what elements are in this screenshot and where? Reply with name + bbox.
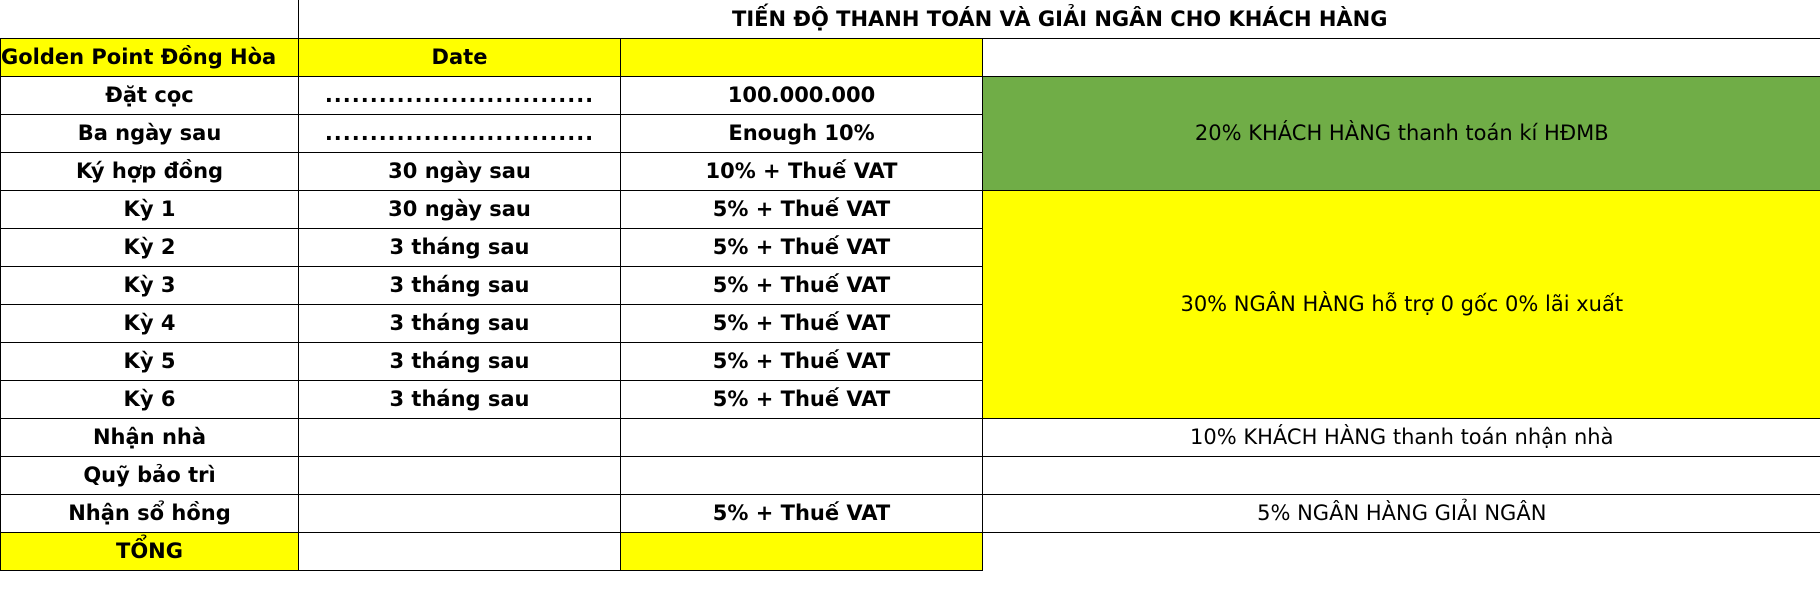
- row-label[interactable]: Nhận sổ hồng: [0, 493, 299, 533]
- row-amount[interactable]: 10% + Thuế VAT: [620, 151, 983, 191]
- payment-schedule-table: TIẾN ĐỘ THANH TOÁN VÀ GIẢI NGÂN CHO KHÁC…: [0, 0, 1820, 571]
- header-project[interactable]: Golden Point Đồng Hòa: [0, 37, 299, 77]
- total-amount[interactable]: [620, 531, 983, 571]
- table-row: Nhận nhà 10% KHÁCH HÀNG thanh toán nhận …: [0, 417, 1820, 457]
- table-row: Kỳ 3 3 tháng sau 5% + Thuế VAT: [0, 265, 1820, 305]
- total-label[interactable]: TỔNG: [0, 531, 299, 571]
- table-row: Kỳ 1 30 ngày sau 5% + Thuế VAT 30% NGÂN …: [0, 189, 1820, 419]
- row-date[interactable]: [298, 455, 621, 495]
- row-label[interactable]: Kỳ 6: [0, 379, 299, 419]
- total-row: TỔNG: [0, 531, 1820, 571]
- row-date[interactable]: 30 ngày sau: [298, 151, 621, 191]
- row-amount[interactable]: 5% + Thuế VAT: [620, 227, 983, 267]
- row-amount[interactable]: [620, 455, 983, 495]
- row-label[interactable]: Đặt cọc: [0, 75, 299, 115]
- row-amount[interactable]: 5% + Thuế VAT: [620, 303, 983, 343]
- row-amount[interactable]: 5% + Thuế VAT: [620, 493, 983, 533]
- row-label[interactable]: Kỳ 4: [0, 303, 299, 343]
- row-date[interactable]: 3 tháng sau: [298, 303, 621, 343]
- note-bank-support[interactable]: 30% NGÂN HÀNG hỗ trợ 0 gốc 0% lãi xuất: [981, 189, 1820, 419]
- row-amount[interactable]: 100.000.000: [620, 75, 983, 115]
- header-amount[interactable]: [620, 37, 983, 77]
- row-amount[interactable]: 5% + Thuế VAT: [620, 379, 983, 419]
- header-date[interactable]: Date: [298, 37, 621, 77]
- row-amount[interactable]: 5% + Thuế VAT: [620, 189, 983, 229]
- table-row: Nhận sổ hồng 5% + Thuế VAT 5% NGÂN HÀNG …: [0, 493, 1820, 533]
- row-amount[interactable]: 5% + Thuế VAT: [620, 341, 983, 381]
- row-date[interactable]: ..............................: [298, 113, 621, 153]
- row-label[interactable]: Kỳ 3: [0, 265, 299, 305]
- title-row: TIẾN ĐỘ THANH TOÁN VÀ GIẢI NGÂN CHO KHÁC…: [0, 0, 1820, 39]
- row-amount[interactable]: Enough 10%: [620, 113, 983, 153]
- row-label[interactable]: Kỳ 1: [0, 189, 299, 229]
- row-date[interactable]: 3 tháng sau: [298, 265, 621, 305]
- row-date[interactable]: [298, 417, 621, 457]
- table-row: Kỳ 5 3 tháng sau 5% + Thuế VAT: [0, 341, 1820, 381]
- total-date[interactable]: [298, 531, 621, 571]
- table-row: Kỳ 4 3 tháng sau 5% + Thuế VAT: [0, 303, 1820, 343]
- row-label[interactable]: Kỳ 2: [0, 227, 299, 267]
- row-date[interactable]: 3 tháng sau: [298, 341, 621, 381]
- row-amount[interactable]: 5% + Thuế VAT: [620, 265, 983, 305]
- row-label[interactable]: Ký hợp đồng: [0, 151, 299, 191]
- row-label[interactable]: Ba ngày sau: [0, 113, 299, 153]
- row-date[interactable]: 3 tháng sau: [298, 227, 621, 267]
- row-date[interactable]: 3 tháng sau: [298, 379, 621, 419]
- empty-cell[interactable]: [0, 0, 299, 39]
- header-notes[interactable]: [981, 37, 1820, 77]
- note-customer-handover[interactable]: 10% KHÁCH HÀNG thanh toán nhận nhà: [981, 417, 1820, 457]
- row-date[interactable]: [298, 493, 621, 533]
- total-notes[interactable]: [981, 531, 1820, 570]
- row-label[interactable]: Nhận nhà: [0, 417, 299, 457]
- header-row: Golden Point Đồng Hòa Date: [0, 37, 1820, 77]
- row-label[interactable]: Kỳ 5: [0, 341, 299, 381]
- note-customer-contract[interactable]: 20% KHÁCH HÀNG thanh toán kí HĐMB: [981, 75, 1820, 191]
- table-row: Quỹ bảo trì: [0, 455, 1820, 495]
- row-amount[interactable]: [620, 417, 983, 457]
- note-empty[interactable]: [981, 455, 1820, 495]
- sheet-title[interactable]: TIẾN ĐỘ THANH TOÁN VÀ GIẢI NGÂN CHO KHÁC…: [297, 0, 1820, 39]
- row-date[interactable]: ..............................: [298, 75, 621, 115]
- note-bank-disburse[interactable]: 5% NGÂN HÀNG GIẢI NGÂN: [981, 493, 1820, 533]
- row-label[interactable]: Quỹ bảo trì: [0, 455, 299, 495]
- table-row: Kỳ 6 3 tháng sau 5% + Thuế VAT: [0, 379, 1820, 419]
- table-row: Đặt cọc .............................. 1…: [0, 75, 1820, 191]
- table-row: Ba ngày sau ............................…: [0, 113, 1820, 153]
- row-date[interactable]: 30 ngày sau: [298, 189, 621, 229]
